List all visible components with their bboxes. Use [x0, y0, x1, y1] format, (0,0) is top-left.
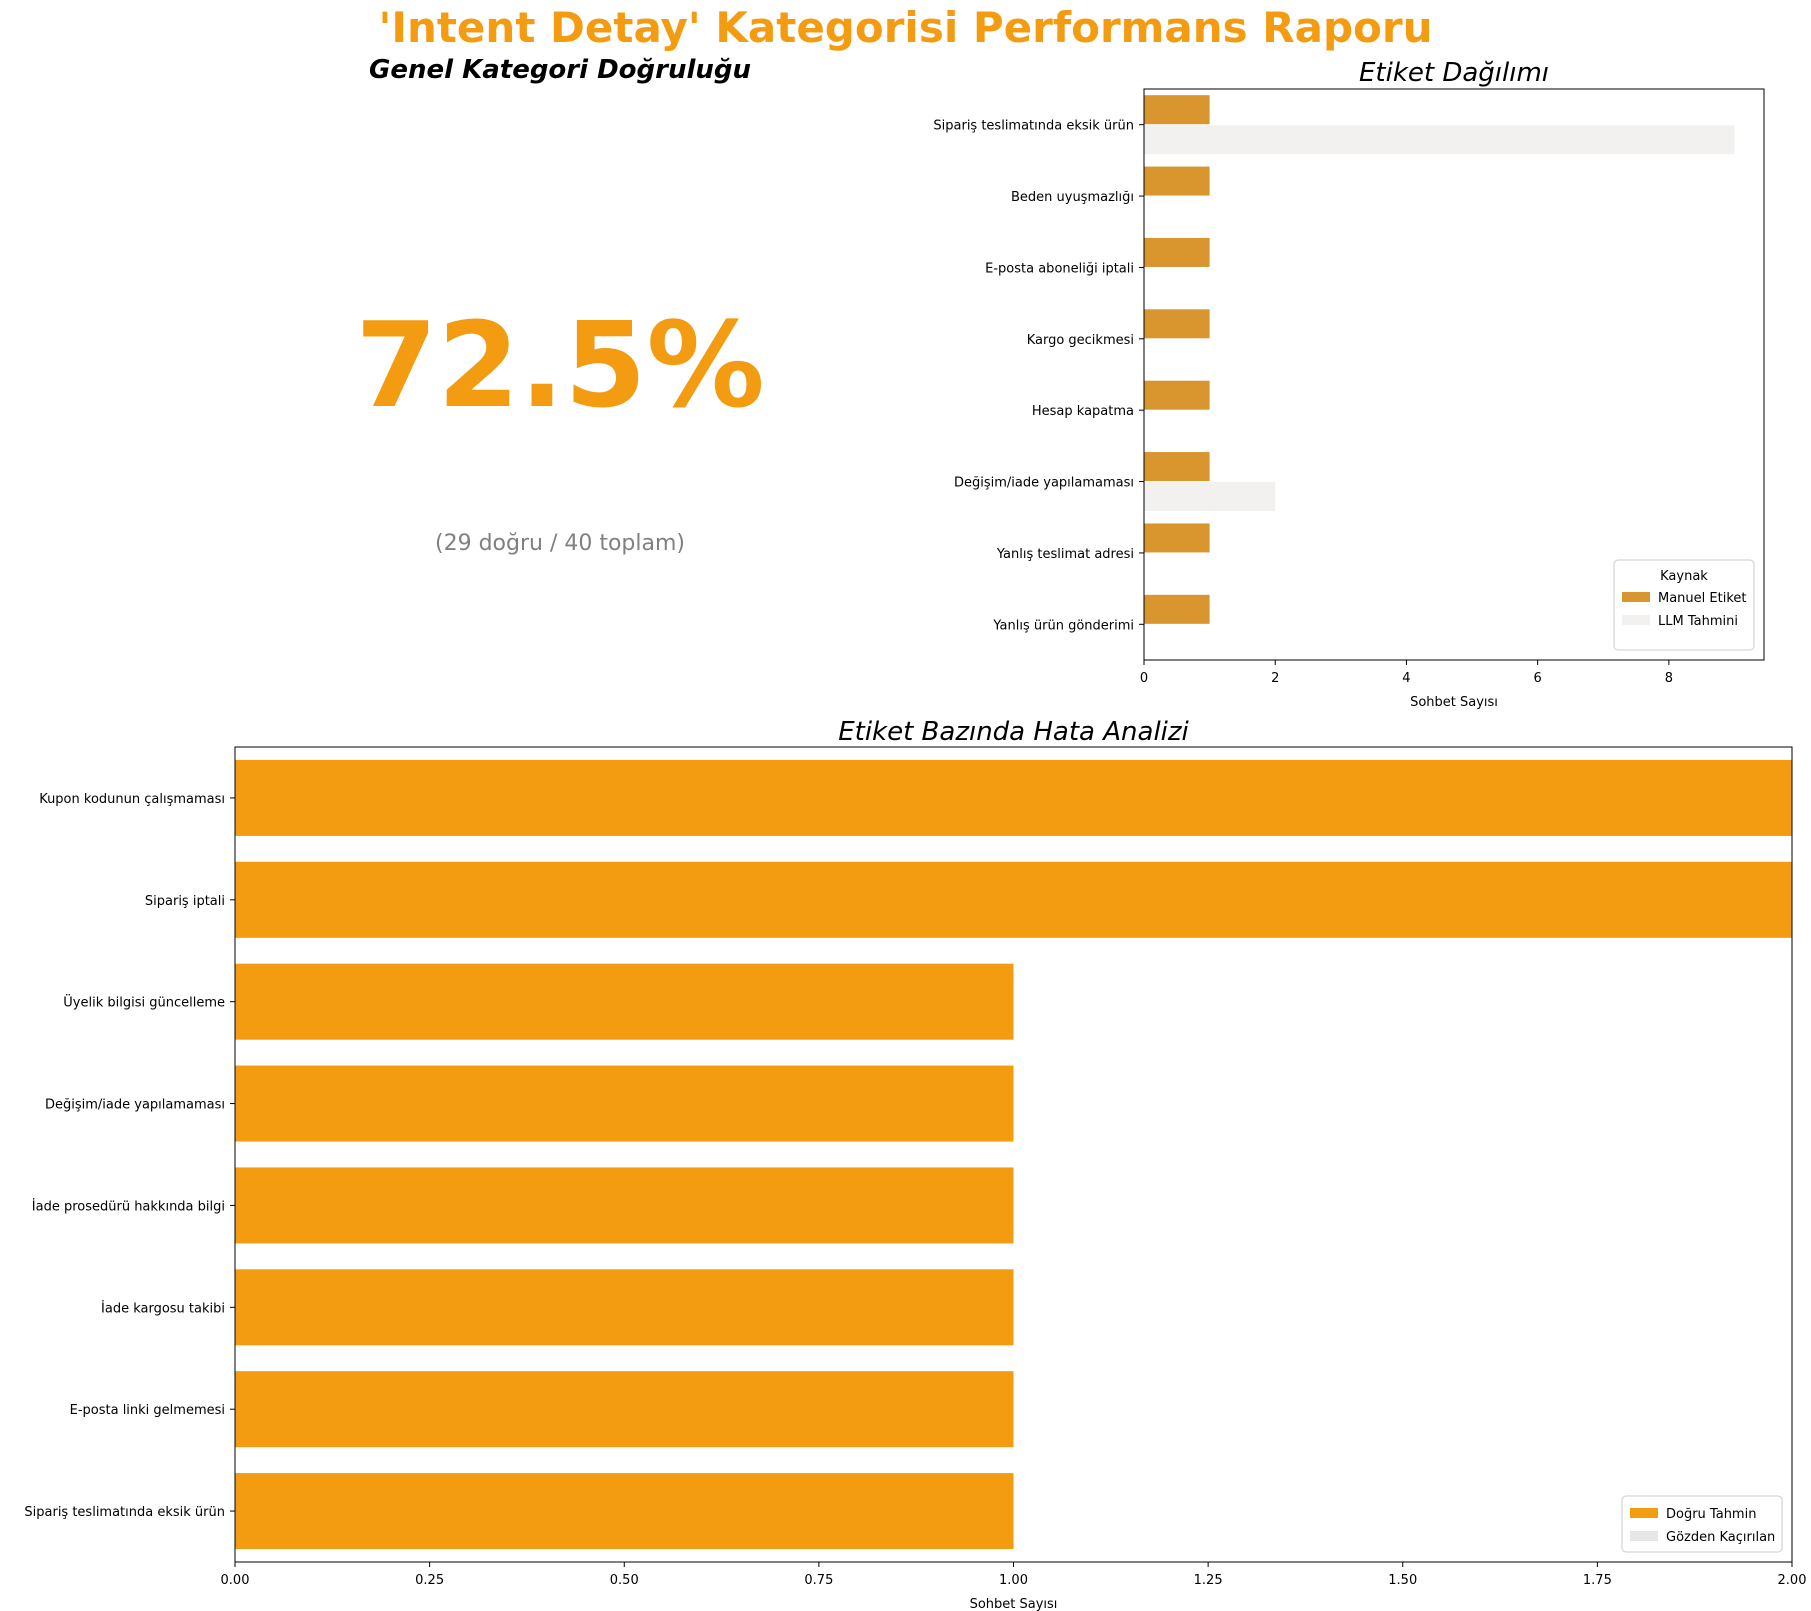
x-tick-label: 1.50 [1388, 1573, 1417, 1588]
x-axis-label: Sohbet Sayısı [970, 1597, 1058, 1611]
bar [1144, 237, 1210, 267]
x-tick-label: 1.25 [1194, 1573, 1223, 1588]
bar [235, 861, 1792, 938]
legend-swatch [1630, 1531, 1658, 1541]
x-tick-label: 2 [1271, 671, 1279, 686]
bar [235, 1167, 1014, 1244]
x-tick-label: 0.50 [610, 1573, 639, 1588]
y-tick-label: Kupon kodunun çalışmaması [39, 792, 225, 807]
bar [235, 1269, 1014, 1346]
legend: Doğru Tahmin Gözden Kaçırılan [1621, 1495, 1783, 1553]
x-tick-label: 1.00 [999, 1573, 1028, 1588]
legend: Kaynak Manuel Etiket LLM Tahmini [1613, 559, 1755, 651]
x-tick-label: 1.75 [1583, 1573, 1612, 1588]
bar [1144, 380, 1210, 410]
legend-box [1613, 559, 1755, 651]
y-tick-label: Yanlış teslimat adresi [996, 547, 1134, 562]
bar [235, 1473, 1014, 1550]
bar [235, 1065, 1014, 1142]
chart-title: Etiket Bazında Hata Analizi [838, 717, 1189, 747]
accuracy-subtitle: (29 doğru / 40 toplam) [435, 531, 685, 556]
x-tick-label: 0 [1140, 671, 1148, 686]
y-tick-label: İade kargosu takibi [101, 1300, 225, 1316]
bar [1144, 95, 1210, 125]
y-tick-label: Kargo gecikmesi [1027, 333, 1134, 348]
legend-label: Gözden Kaçırılan [1666, 1530, 1775, 1545]
y-tick-label: E-posta aboneliği iptali [985, 261, 1134, 276]
y-tick-label: Değişim/iade yapılamaması [45, 1098, 225, 1113]
y-tick-label: Sipariş teslimatında eksik ürün [24, 1505, 225, 1520]
bar [235, 759, 1792, 836]
legend-title: Kaynak [1660, 569, 1708, 584]
x-tick-label: 0.00 [221, 1573, 250, 1588]
legend-label: Doğru Tahmin [1666, 1507, 1756, 1522]
y-tick-label: Yanlış ürün gönderimi [992, 618, 1134, 633]
bar [1144, 482, 1276, 512]
y-tick-label: Sipariş iptali [145, 894, 225, 909]
x-tick-label: 2.00 [1778, 1573, 1807, 1588]
legend-swatch [1622, 592, 1650, 602]
x-tick-label: 0.75 [804, 1573, 833, 1588]
y-tick-label: E-posta linki gelmemesi [70, 1403, 225, 1418]
bar [235, 963, 1014, 1040]
bar [1144, 309, 1210, 339]
bar [235, 1371, 1014, 1448]
y-tick-label: Beden uyuşmazlığı [1011, 190, 1134, 205]
legend-label: LLM Tahmini [1658, 614, 1738, 629]
bar [1144, 594, 1210, 624]
y-tick-label: Değişim/iade yapılamaması [954, 476, 1134, 491]
legend-label: Manuel Etiket [1658, 591, 1747, 606]
y-tick-label: Hesap kapatma [1032, 404, 1134, 419]
plot-frame [1143, 88, 1765, 661]
y-tick-label: Üyelik bilgisi güncelleme [63, 994, 225, 1011]
legend-box [1621, 1495, 1783, 1553]
bar [1144, 452, 1210, 482]
report-title: 'Intent Detay' Kategorisi Performans Rap… [378, 3, 1433, 52]
y-tick-label: İade prosedürü hakkında bilgi [32, 1198, 225, 1214]
y-tick-label: Sipariş teslimatında eksik ürün [933, 119, 1134, 134]
accuracy-value: 72.5% [355, 296, 765, 434]
chart-title: Etiket Dağılımı [1359, 58, 1549, 88]
x-tick-label: 8 [1665, 671, 1673, 686]
bar [1144, 523, 1210, 553]
legend-swatch [1622, 615, 1650, 625]
accuracy-panel-title: Genel Kategori Doğruluğu [368, 55, 752, 85]
x-tick-label: 6 [1534, 671, 1542, 686]
x-tick-label: 0.25 [415, 1573, 444, 1588]
bar [1144, 125, 1735, 155]
x-axis-label: Sohbet Sayısı [1410, 695, 1498, 710]
bar [1144, 166, 1210, 196]
legend-swatch [1630, 1508, 1658, 1518]
x-tick-label: 4 [1402, 671, 1410, 686]
